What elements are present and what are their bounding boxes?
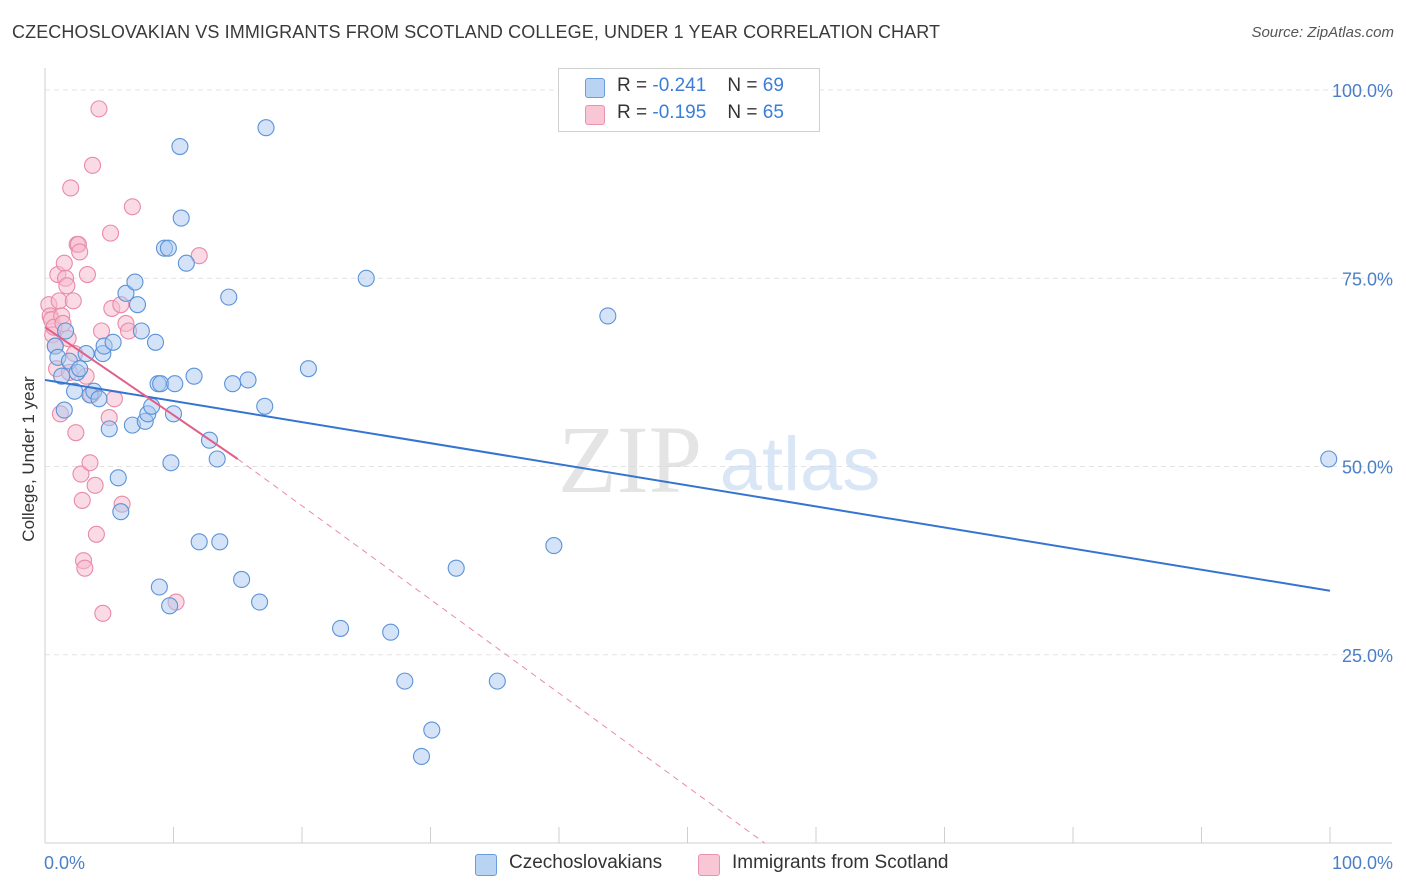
trend-line-czechoslovakians bbox=[44, 378, 1331, 592]
data-point-czechoslovakians bbox=[126, 273, 144, 291]
data-point-czechoslovakians bbox=[117, 284, 135, 302]
data-point-czechoslovakians bbox=[382, 623, 400, 641]
bottom-legend-swatch-pink bbox=[698, 854, 720, 876]
data-point-czechoslovakians bbox=[162, 454, 180, 472]
data-point-czechoslovakians bbox=[488, 672, 506, 690]
data-point-immigrants bbox=[73, 491, 91, 509]
data-point-czechoslovakians bbox=[57, 322, 75, 340]
y-tick-label: 50.0% bbox=[1342, 458, 1393, 478]
data-point-czechoslovakians bbox=[172, 209, 190, 227]
data-point-czechoslovakians bbox=[211, 533, 229, 551]
y-tick-label: 100.0% bbox=[1332, 81, 1393, 101]
data-point-czechoslovakians bbox=[423, 721, 441, 739]
x-tick-label: 0.0% bbox=[44, 853, 85, 873]
y-tick-label: 75.0% bbox=[1342, 269, 1393, 289]
data-point-czechoslovakians bbox=[55, 401, 73, 419]
data-point-czechoslovakians bbox=[109, 469, 127, 487]
data-point-czechoslovakians bbox=[256, 397, 274, 415]
legend-n-label: N = bbox=[727, 102, 758, 123]
data-point-immigrants bbox=[101, 224, 120, 242]
series-czechoslovakians-points bbox=[46, 119, 1338, 765]
data-point-immigrants bbox=[58, 277, 76, 295]
data-point-czechoslovakians bbox=[146, 333, 165, 351]
y-tick-label: 25.0% bbox=[1342, 646, 1393, 666]
data-point-immigrants bbox=[90, 100, 108, 118]
data-point-czechoslovakians bbox=[132, 322, 150, 340]
data-point-immigrants bbox=[123, 198, 141, 216]
data-point-czechoslovakians bbox=[233, 570, 251, 589]
data-point-czechoslovakians bbox=[166, 375, 184, 393]
data-point-czechoslovakians bbox=[100, 420, 118, 438]
data-point-czechoslovakians bbox=[396, 672, 414, 690]
legend-n-value-2: 65 bbox=[762, 102, 784, 123]
data-point-czechoslovakians bbox=[104, 333, 122, 351]
data-point-czechoslovakians bbox=[447, 559, 465, 577]
data-point-czechoslovakians bbox=[150, 578, 168, 596]
legend-swatch-blue bbox=[585, 78, 605, 98]
data-point-immigrants bbox=[62, 179, 80, 197]
axes bbox=[44, 68, 1392, 844]
data-point-czechoslovakians bbox=[257, 119, 275, 137]
data-point-immigrants bbox=[72, 465, 90, 483]
data-point-czechoslovakians bbox=[90, 390, 108, 408]
data-point-czechoslovakians bbox=[171, 137, 189, 156]
data-point-immigrants bbox=[94, 604, 112, 622]
data-point-immigrants bbox=[87, 525, 105, 543]
data-point-immigrants bbox=[55, 254, 73, 272]
data-point-czechoslovakians bbox=[71, 360, 89, 378]
y-axis-label: College, Under 1 year bbox=[19, 376, 38, 542]
legend-r-value-2: -0.195 bbox=[652, 102, 707, 123]
gridlines bbox=[45, 89, 1395, 656]
watermark-zip: ZIP bbox=[558, 406, 702, 513]
data-point-czechoslovakians bbox=[331, 619, 350, 637]
data-point-czechoslovakians bbox=[112, 503, 130, 521]
data-point-immigrants bbox=[83, 156, 102, 174]
tick-labels: 25.0% 50.0% 75.0% 100.0% 0.0% 100.0% bbox=[44, 81, 1393, 873]
data-point-czechoslovakians bbox=[599, 307, 617, 325]
data-point-czechoslovakians bbox=[190, 533, 208, 551]
data-point-immigrants bbox=[86, 476, 104, 494]
data-point-czechoslovakians bbox=[412, 747, 431, 765]
bottom-legend-label-czechoslovakians: Czechoslovakians bbox=[509, 852, 663, 873]
data-point-immigrants bbox=[64, 292, 82, 310]
data-point-czechoslovakians bbox=[185, 367, 203, 385]
data-point-immigrants bbox=[81, 454, 99, 472]
legend-r-label: R = bbox=[617, 102, 648, 123]
watermark-atlas: atlas bbox=[720, 422, 881, 507]
trend-lines bbox=[44, 326, 1331, 844]
data-point-czechoslovakians bbox=[1320, 450, 1338, 468]
data-point-czechoslovakians bbox=[239, 371, 257, 389]
legend-r-label: R = bbox=[617, 75, 648, 96]
data-point-czechoslovakians bbox=[220, 288, 238, 306]
data-point-immigrants bbox=[76, 559, 94, 577]
correlation-legend: R = -0.241 N = 69 R = -0.195 N = 65 bbox=[558, 68, 820, 132]
data-point-czechoslovakians bbox=[128, 296, 147, 314]
data-point-czechoslovakians bbox=[159, 239, 177, 257]
legend-n-label: N = bbox=[727, 75, 758, 96]
data-point-czechoslovakians bbox=[545, 537, 563, 555]
source-label: Source: ZipAtlas.com bbox=[1251, 24, 1394, 41]
watermark: ZIP atlas bbox=[558, 406, 880, 513]
trend-line-immigrants bbox=[44, 326, 239, 460]
data-point-immigrants bbox=[67, 424, 85, 442]
x-tick-label: 100.0% bbox=[1332, 853, 1393, 873]
legend-r-value-1: -0.241 bbox=[652, 75, 707, 96]
data-point-immigrants bbox=[78, 265, 96, 284]
bottom-legend-swatch-blue bbox=[475, 854, 497, 876]
data-point-czechoslovakians bbox=[177, 254, 195, 272]
data-point-czechoslovakians bbox=[161, 597, 179, 615]
legend-n-value-1: 69 bbox=[762, 75, 784, 96]
chart-title: CZECHOSLOVAKIAN VS IMMIGRANTS FROM SCOTL… bbox=[12, 22, 941, 42]
trend-line-immigrants-extension bbox=[237, 458, 765, 844]
bottom-legend-label-immigrants: Immigrants from Scotland bbox=[732, 852, 949, 873]
data-point-immigrants bbox=[190, 247, 208, 265]
data-point-czechoslovakians bbox=[224, 375, 242, 393]
data-point-czechoslovakians bbox=[251, 593, 269, 611]
data-point-immigrants bbox=[71, 243, 89, 261]
data-point-czechoslovakians bbox=[357, 269, 375, 287]
data-point-czechoslovakians bbox=[299, 360, 317, 378]
data-point-czechoslovakians bbox=[208, 450, 226, 468]
legend-swatch-pink bbox=[585, 105, 605, 125]
